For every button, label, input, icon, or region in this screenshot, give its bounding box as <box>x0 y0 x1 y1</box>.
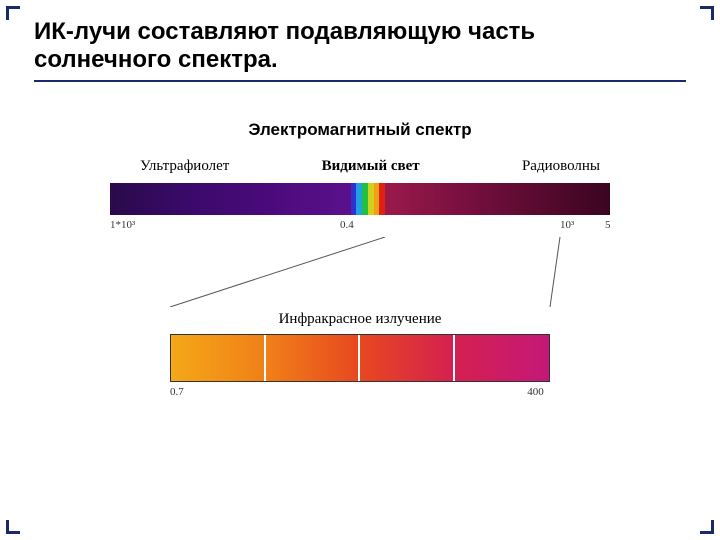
region-uv: Ультрафиолет <box>140 158 229 175</box>
ir-scale-tick: 0.7 <box>170 386 184 398</box>
region-radio: Радиоволны <box>522 158 600 175</box>
scale-tick: 0.4 <box>340 219 354 231</box>
scale-tick: 5 <box>605 219 611 231</box>
scale-tick: 10³ <box>560 219 574 231</box>
ir-scale-tick: 400 <box>527 386 544 398</box>
region-visible: Видимый свет <box>322 158 420 175</box>
main-scale: 1*10³ 0.4 10³ 5 <box>110 219 610 235</box>
title-underline <box>34 80 686 82</box>
spectrum-diagram: Электромагнитный спектр Ультрафиолет Вид… <box>110 120 610 402</box>
region-labels: Ультрафиолет Видимый свет Радиоволны <box>110 158 610 175</box>
corner-br <box>700 520 714 534</box>
corner-tl <box>6 6 20 20</box>
title-line-2: солнечного спектра. <box>34 46 278 73</box>
ir-bar <box>170 334 550 382</box>
title-line-1: ИК-лучи составляют подавляющую часть <box>34 18 535 45</box>
corner-tr <box>700 6 714 20</box>
ir-scale: 0.7 400 <box>170 386 550 402</box>
projection-lines <box>110 237 610 307</box>
diagram-title: Электромагнитный спектр <box>110 120 610 140</box>
ir-label: Инфракрасное излучение <box>110 311 610 328</box>
scale-tick: 1*10³ <box>110 219 135 231</box>
title-block: ИК-лучи составляют подавляющую часть сол… <box>34 18 686 82</box>
corner-bl <box>6 520 20 534</box>
main-spectrum-bar <box>110 183 610 215</box>
slide: ИК-лучи составляют подавляющую часть сол… <box>0 0 720 540</box>
